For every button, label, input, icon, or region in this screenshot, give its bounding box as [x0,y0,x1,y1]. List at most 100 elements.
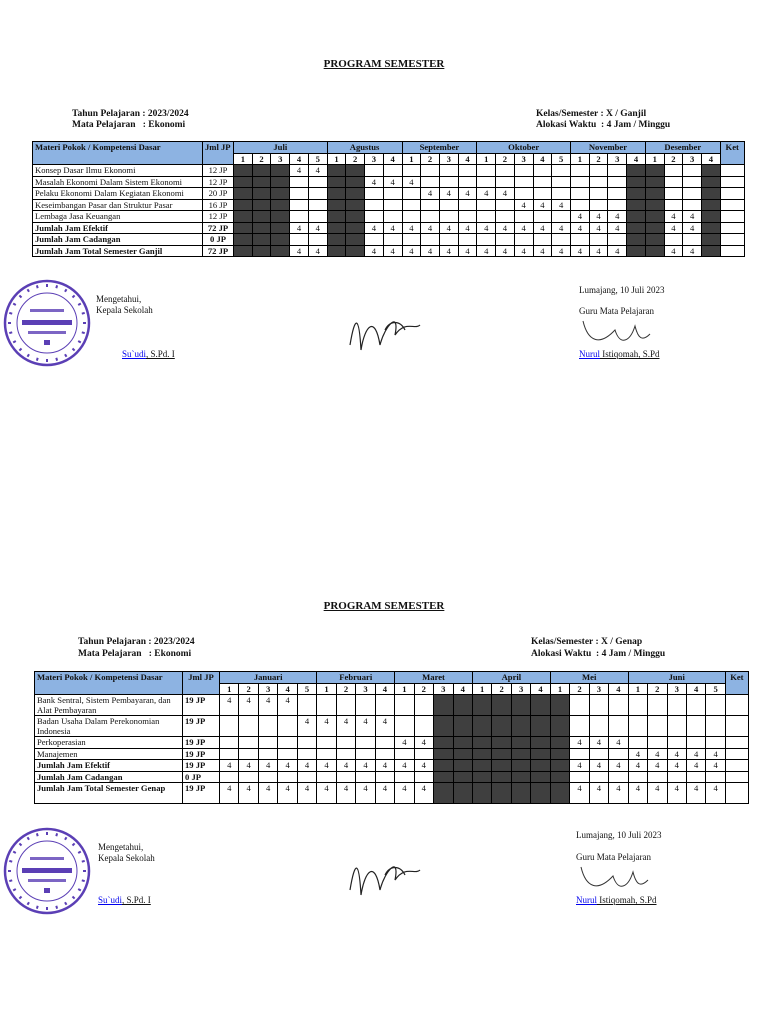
week-cell: 4 [307,221,328,234]
week-cell: 4 [513,221,534,234]
week-number: 4 [532,152,553,165]
week-cell [433,770,454,783]
ket-cell [724,694,749,716]
ket-cell [724,759,749,772]
week-cell: 4 [355,782,376,804]
week-cell [607,164,628,177]
week-number: 4 [374,682,396,695]
week-cell [316,736,337,749]
week-cell: 4 [355,759,376,772]
week-cell: 4 [218,782,240,804]
week-cell: 4 [663,221,684,234]
table-row: Jumlah Jam Total Semester Genap 19 JP 4 4 4 4… [34,782,749,804]
week-cell [666,736,687,749]
week-cell [569,198,590,211]
week-cell [457,175,478,188]
week-cell [452,736,473,749]
week-cell [251,187,272,200]
teacher-label-2: Guru Mata Pelajaran [576,852,651,862]
ket-cell [719,244,745,257]
week-cell [233,233,253,246]
week-cell: 4 [289,221,309,234]
week-cell: 4 [682,221,703,234]
week-cell [663,175,684,188]
week-cell [627,694,649,716]
week-cell [307,175,328,188]
week-cell: 4 [569,210,590,223]
week-cell [270,187,291,200]
week-number: 4 [701,152,721,165]
teacher-name-link[interactable]: Nurul [579,349,600,359]
week-cell [218,770,240,783]
week-cell: 4 [382,175,403,188]
week-cell: 4 [588,210,609,223]
week-cell [438,175,459,188]
mata-pelajaran-2: Mata Pelajaran : Ekonomi [78,649,192,659]
week-cell [705,715,726,737]
week-cell [627,736,649,749]
week-number: 4 [382,152,403,165]
week-cell [438,233,459,246]
teacher-name: Nurul Istiqomah, S.Pd [579,349,660,360]
week-cell: 4 [316,782,337,804]
week-cell [471,736,493,749]
row-label: Konsep Dasar Ilmu Ekonomi [32,164,203,177]
row-label: Perkoperasian [34,736,183,749]
week-cell: 4 [608,782,629,804]
week-cell: 4 [394,782,415,804]
week-cell [705,694,726,716]
table-row: Jumlah Jam Efektif 72 JP 4 4 4 4 4 4 4 4 4 4 4 4 4 4 4 4 4… [32,221,745,234]
row-jp: 12 JP [202,175,234,188]
week-number: 1 [233,152,253,165]
week-cell: 4 [457,187,478,200]
week-cell [316,694,337,716]
week-cell: 4 [588,736,610,749]
week-number: 4 [530,682,551,695]
table-row: Masalah Ekonomi Dalam Sistem Ekonomi 12 J… [32,175,745,188]
week-cell [345,221,366,234]
week-cell: 4 [647,747,668,760]
week-cell [569,715,590,737]
week-number: 5 [551,152,571,165]
week-cell: 4 [401,221,422,234]
week-cell [420,175,440,188]
week-cell [218,747,240,760]
week-cell [289,187,309,200]
week-cell [476,233,497,246]
week-cell [233,244,253,257]
week-cell [277,747,298,760]
teacher-name-link-2[interactable]: Nurul [576,895,597,905]
week-cell [413,747,435,760]
principal-label-2: Kepala Sekolah [98,853,155,863]
teacher-name-rest: Istiqomah, S.Pd [600,349,660,359]
school-stamp [3,279,91,367]
row-label: Jumlah Jam Efektif [34,759,183,772]
week-cell [277,736,298,749]
row-jp: 72 JP [202,221,234,234]
week-cell [685,770,707,783]
week-cell: 4 [382,244,403,257]
week-cell [251,233,272,246]
school-stamp-2 [3,827,91,915]
week-cell [588,715,610,737]
week-cell [413,694,435,716]
week-cell: 4 [588,244,609,257]
week-cell [401,164,422,177]
principal-name-link-2[interactable]: Su`udi [98,895,123,905]
teacher-name-rest-2: Istiqomah, S.Pd [597,895,657,905]
week-cell [682,233,703,246]
week-cell [549,694,571,716]
ket-header: Ket [719,141,745,165]
week-cell [433,747,454,760]
row-jp: 19 JP [182,715,220,737]
week-cell [251,244,272,257]
month-header: Oktober [476,141,571,154]
week-cell [233,164,253,177]
week-cell: 4 [627,782,649,804]
week-cell: 4 [513,244,534,257]
materi-header: Materi Pokok / Kompetensi Dasar [34,671,183,695]
ket-cell [724,747,749,760]
week-cell [530,759,551,772]
principal-name-link[interactable]: Su`udi [122,349,147,359]
